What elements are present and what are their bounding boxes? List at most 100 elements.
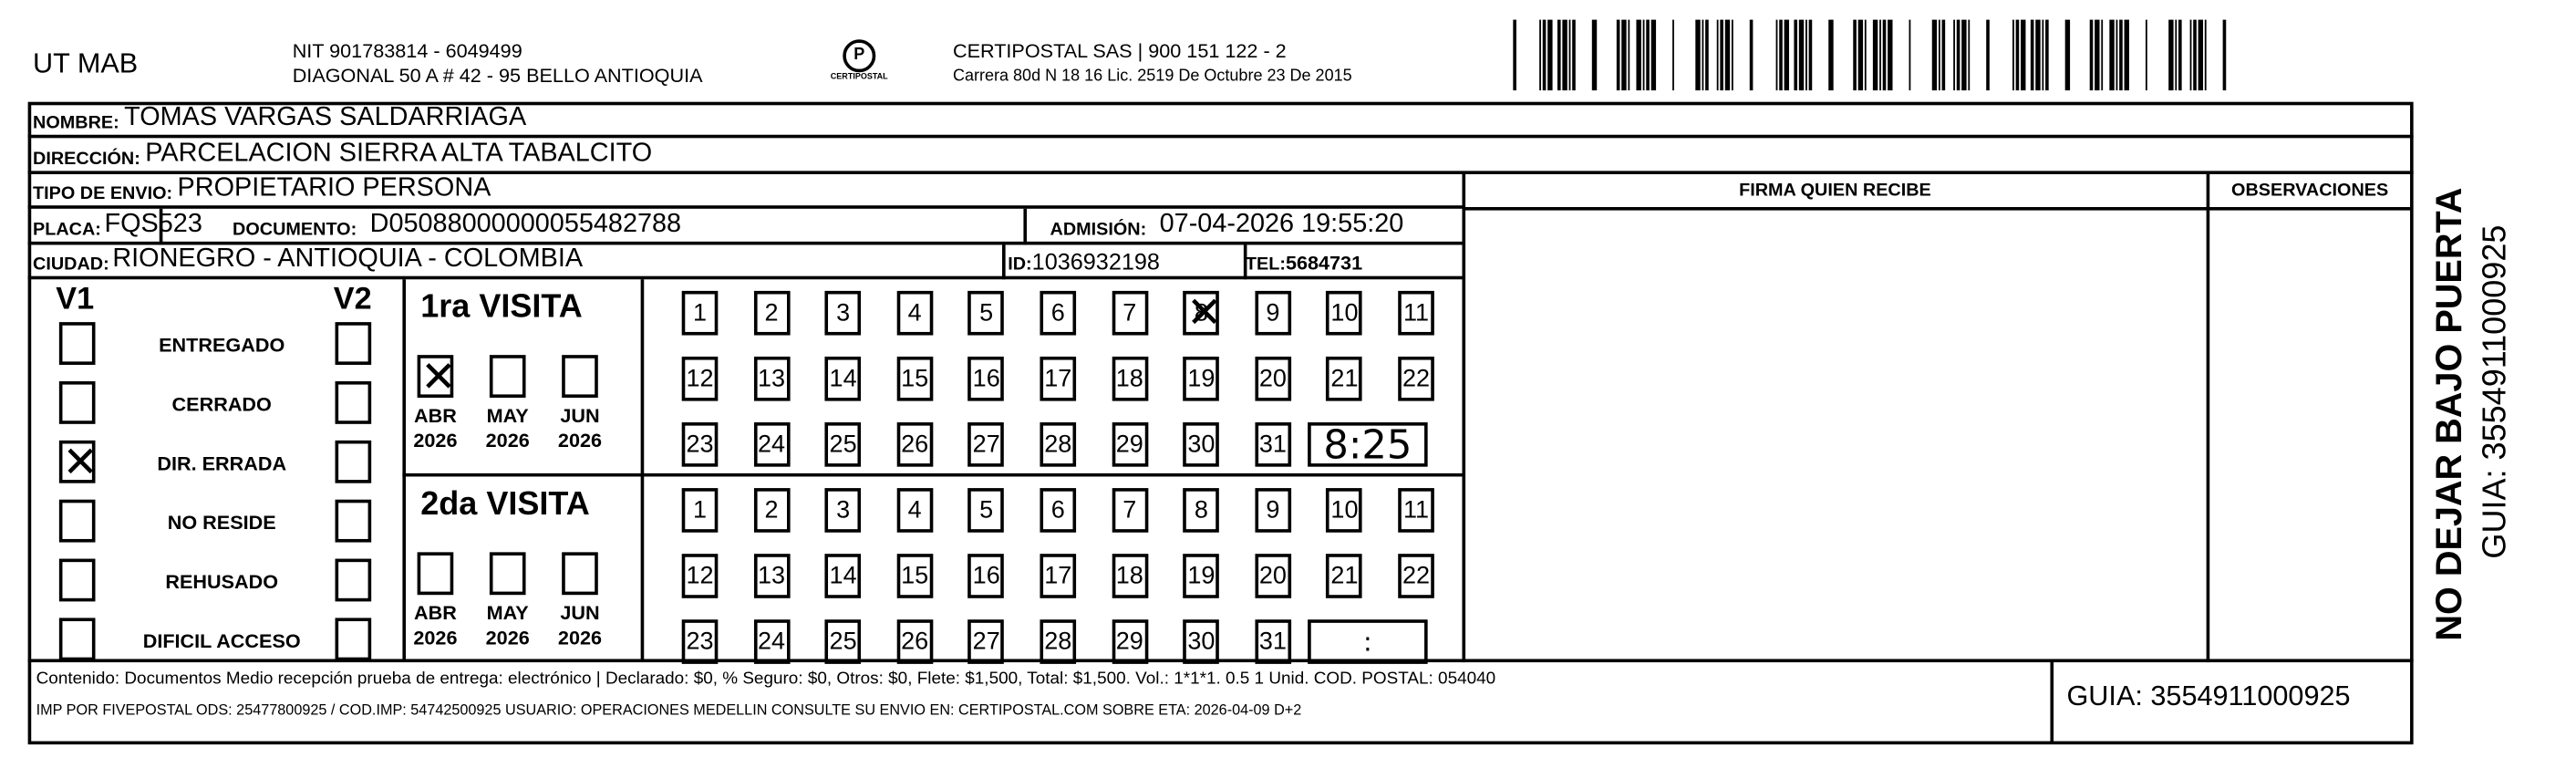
signature-area[interactable] bbox=[1465, 211, 2205, 661]
v1-checkbox[interactable] bbox=[58, 499, 96, 543]
day-box[interactable]: 10 bbox=[1326, 488, 1363, 533]
day-box[interactable]: 15 bbox=[896, 554, 933, 598]
day-box[interactable]: 19 bbox=[1183, 554, 1220, 598]
day-box[interactable]: 22 bbox=[1398, 554, 1434, 598]
day-box[interactable]: 18 bbox=[1111, 554, 1148, 598]
day-box[interactable]: 13 bbox=[753, 554, 790, 598]
barcode-bar bbox=[1879, 19, 1881, 91]
barcode-bar bbox=[1513, 19, 1516, 91]
day-box[interactable]: 17 bbox=[1040, 356, 1077, 401]
v2-checkbox[interactable] bbox=[335, 499, 372, 543]
day-box[interactable]: 23 bbox=[681, 619, 719, 664]
day-box[interactable]: 30 bbox=[1183, 619, 1220, 664]
day-box[interactable]: 1 bbox=[681, 488, 719, 533]
day-box[interactable]: 10 bbox=[1326, 290, 1363, 336]
month-checkbox[interactable] bbox=[562, 355, 598, 399]
day-box[interactable]: 28 bbox=[1040, 422, 1077, 467]
month-checkbox[interactable] bbox=[417, 353, 456, 400]
day-box[interactable]: 16 bbox=[967, 356, 1005, 401]
day-box[interactable]: 8 bbox=[1183, 488, 1220, 533]
day-box[interactable]: 27 bbox=[967, 422, 1005, 467]
day-box[interactable]: 17 bbox=[1040, 554, 1077, 598]
day-box[interactable]: 6 bbox=[1040, 488, 1077, 533]
barcode-bar bbox=[1828, 19, 1834, 91]
v2-checkbox[interactable] bbox=[335, 558, 372, 602]
day-box[interactable]: 25 bbox=[824, 619, 862, 664]
nit: NIT 901783814 - 6049499 bbox=[292, 39, 522, 63]
day-box[interactable]: 5 bbox=[967, 488, 1005, 533]
day-box[interactable]: 29 bbox=[1111, 619, 1148, 664]
time-box[interactable]: 8:25 bbox=[1308, 421, 1428, 468]
ciudad-label: CIUDAD: bbox=[33, 254, 109, 275]
day-box[interactable]: 21 bbox=[1326, 356, 1363, 401]
day-box[interactable]: 28 bbox=[1040, 619, 1077, 664]
day-box[interactable]: 30 bbox=[1183, 422, 1220, 467]
direccion-label: DIRECCIÓN: bbox=[33, 149, 140, 170]
day-box[interactable]: 18 bbox=[1111, 356, 1148, 401]
day-box[interactable]: 23 bbox=[681, 422, 719, 467]
day-box[interactable]: 29 bbox=[1111, 422, 1148, 467]
day-box[interactable]: 2 bbox=[753, 488, 790, 533]
month-checkbox[interactable] bbox=[562, 552, 598, 596]
day-box[interactable]: 27 bbox=[967, 619, 1005, 664]
day-box[interactable]: 26 bbox=[896, 422, 933, 467]
month-checkbox[interactable] bbox=[489, 552, 526, 596]
v2-checkbox[interactable] bbox=[335, 440, 372, 483]
day-box[interactable]: 15 bbox=[896, 356, 933, 401]
day-box[interactable]: 24 bbox=[753, 619, 790, 664]
month-checkbox[interactable] bbox=[417, 552, 454, 596]
day-box[interactable]: 12 bbox=[681, 356, 719, 401]
day-box[interactable]: 1 bbox=[681, 290, 719, 336]
day-box[interactable]: 7 bbox=[1111, 488, 1148, 533]
barcode-bar bbox=[1702, 19, 1704, 91]
barcode-bar bbox=[1720, 19, 1723, 91]
day-box[interactable]: 11 bbox=[1398, 488, 1434, 533]
barcode-bar bbox=[1882, 19, 1887, 91]
day-box[interactable]: 8 bbox=[1183, 289, 1222, 336]
v2-checkbox[interactable] bbox=[335, 380, 372, 424]
barcode-bar bbox=[2089, 19, 2094, 91]
day-box[interactable]: 9 bbox=[1255, 488, 1291, 533]
day-box[interactable]: 12 bbox=[681, 554, 719, 598]
barcode-bar bbox=[2222, 19, 2227, 91]
v2-checkbox[interactable] bbox=[335, 322, 372, 365]
day-box[interactable]: 20 bbox=[1255, 554, 1291, 598]
v1-checkbox[interactable] bbox=[58, 439, 98, 484]
day-box[interactable]: 26 bbox=[896, 619, 933, 664]
day-box[interactable]: 9 bbox=[1255, 290, 1291, 336]
barcode-bar bbox=[1749, 19, 1754, 91]
observations-area[interactable] bbox=[2209, 211, 2410, 661]
month-label: JUN bbox=[560, 601, 600, 625]
month-label: MAY bbox=[486, 404, 529, 428]
day-box[interactable]: 7 bbox=[1111, 290, 1148, 336]
v2-checkbox[interactable] bbox=[335, 618, 372, 661]
v1-checkbox[interactable] bbox=[58, 322, 96, 365]
month-checkbox[interactable] bbox=[489, 355, 526, 399]
day-box[interactable]: 4 bbox=[896, 488, 933, 533]
v1-checkbox[interactable] bbox=[58, 380, 96, 424]
day-box[interactable]: 20 bbox=[1255, 356, 1291, 401]
v1-checkbox[interactable] bbox=[58, 618, 96, 661]
day-box[interactable]: 3 bbox=[824, 488, 862, 533]
time-box[interactable]: : bbox=[1308, 619, 1428, 664]
day-box[interactable]: 16 bbox=[967, 554, 1005, 598]
day-box[interactable]: 4 bbox=[896, 290, 933, 336]
day-box[interactable]: 19 bbox=[1183, 356, 1220, 401]
day-box[interactable]: 14 bbox=[824, 356, 862, 401]
v1-checkbox[interactable] bbox=[58, 558, 96, 602]
day-box[interactable]: 5 bbox=[967, 290, 1005, 336]
day-box[interactable]: 2 bbox=[753, 290, 790, 336]
day-box[interactable]: 14 bbox=[824, 554, 862, 598]
month-label: ABR bbox=[414, 601, 457, 625]
day-box[interactable]: 21 bbox=[1326, 554, 1363, 598]
day-box[interactable]: 3 bbox=[824, 290, 862, 336]
day-box[interactable]: 31 bbox=[1255, 422, 1291, 467]
day-box[interactable]: 24 bbox=[753, 422, 790, 467]
barcode-bar bbox=[1695, 19, 1701, 91]
day-box[interactable]: 13 bbox=[753, 356, 790, 401]
day-box[interactable]: 22 bbox=[1398, 356, 1434, 401]
day-box[interactable]: 25 bbox=[824, 422, 862, 467]
day-box[interactable]: 31 bbox=[1255, 619, 1291, 664]
day-box[interactable]: 6 bbox=[1040, 290, 1077, 336]
day-box[interactable]: 11 bbox=[1398, 290, 1434, 336]
